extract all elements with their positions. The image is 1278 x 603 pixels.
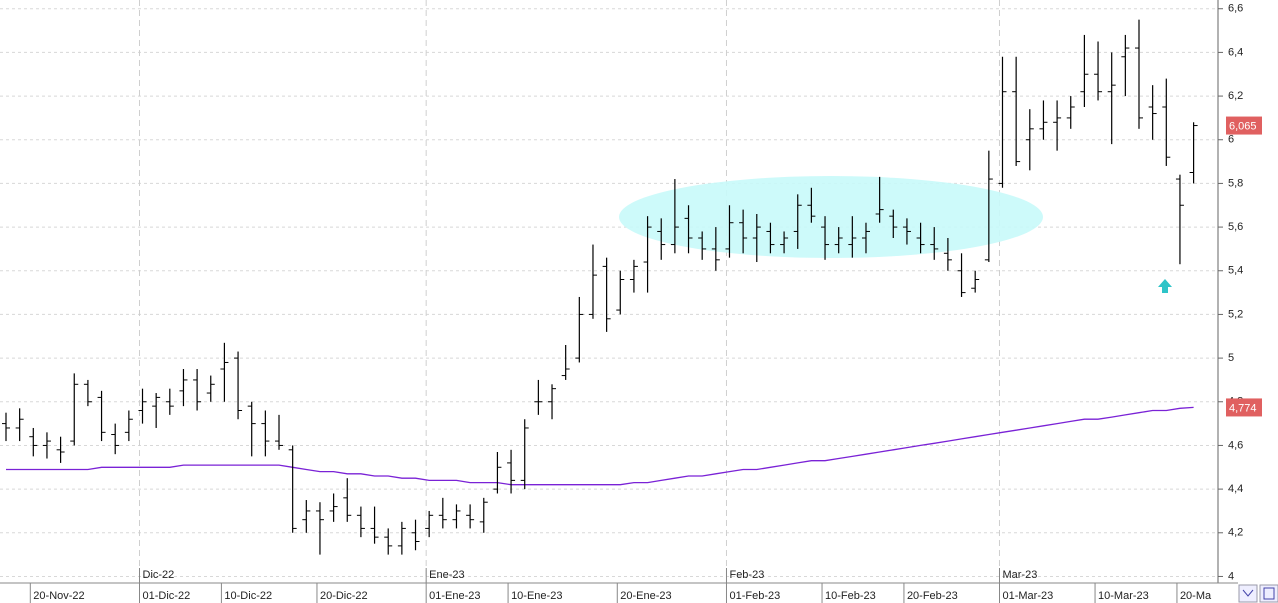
axis: 44,24,44,64,855,25,45,65,866,26,46,620-N… (29, 3, 1262, 603)
highlight-zone (619, 176, 1043, 258)
x-tick-label: 01-Feb-23 (729, 590, 780, 602)
month-label: Feb-23 (729, 569, 764, 581)
x-tick-label: 20-Ma (1180, 590, 1212, 602)
price-badge-label: 6,065 (1229, 120, 1257, 132)
x-tick-label: 20-Nov-22 (33, 590, 84, 602)
y-tick-label: 6,2 (1228, 90, 1243, 102)
y-tick-label: 4,6 (1228, 439, 1243, 451)
plot (2, 19, 1198, 555)
price-badge (1226, 398, 1262, 417)
y-tick-label: 6,4 (1228, 46, 1243, 58)
x-tick-label: 10-Dic-22 (224, 590, 272, 602)
y-tick-label: 5,8 (1228, 177, 1243, 189)
save-icon (1263, 587, 1275, 600)
x-tick-label: 01-Ene-23 (429, 590, 480, 602)
y-tick-label: 6 (1228, 134, 1234, 146)
x-tick-label: 01-Dic-22 (143, 590, 191, 602)
x-tick-label: 20-Feb-23 (907, 590, 958, 602)
x-tick-label: 20-Ene-23 (620, 590, 671, 602)
y-tick-label: 5,6 (1228, 221, 1243, 233)
month-label: Ene-23 (429, 569, 464, 581)
y-tick-label: 4,2 (1228, 527, 1243, 539)
x-tick-label: 10-Ene-23 (511, 590, 562, 602)
price-badge-label: 4,774 (1229, 402, 1257, 414)
price-badge (1226, 116, 1262, 135)
x-tick-label: 20-Dic-22 (320, 590, 368, 602)
y-tick-label: 6,6 (1228, 3, 1243, 15)
moving-average (6, 406, 1194, 486)
x-tick-label: 01-Mar-23 (1002, 590, 1053, 602)
scroll-icon (1242, 589, 1254, 597)
month-label: Dic-22 (143, 569, 175, 581)
y-tick-label: 4,4 (1228, 483, 1243, 495)
grid (0, 0, 1218, 583)
x-tick-label: 10-Feb-23 (825, 590, 876, 602)
x-tick-label: 10-Mar-23 (1098, 590, 1149, 602)
y-tick-label: 5 (1228, 352, 1234, 364)
y-tick-label: 5,2 (1228, 308, 1243, 320)
scroll-button[interactable] (1238, 584, 1258, 603)
arrow-annotation (1158, 279, 1172, 293)
month-label: Mar-23 (1002, 569, 1037, 581)
y-tick-label: 4 (1228, 570, 1234, 582)
y-tick-label: 5,4 (1228, 265, 1243, 277)
